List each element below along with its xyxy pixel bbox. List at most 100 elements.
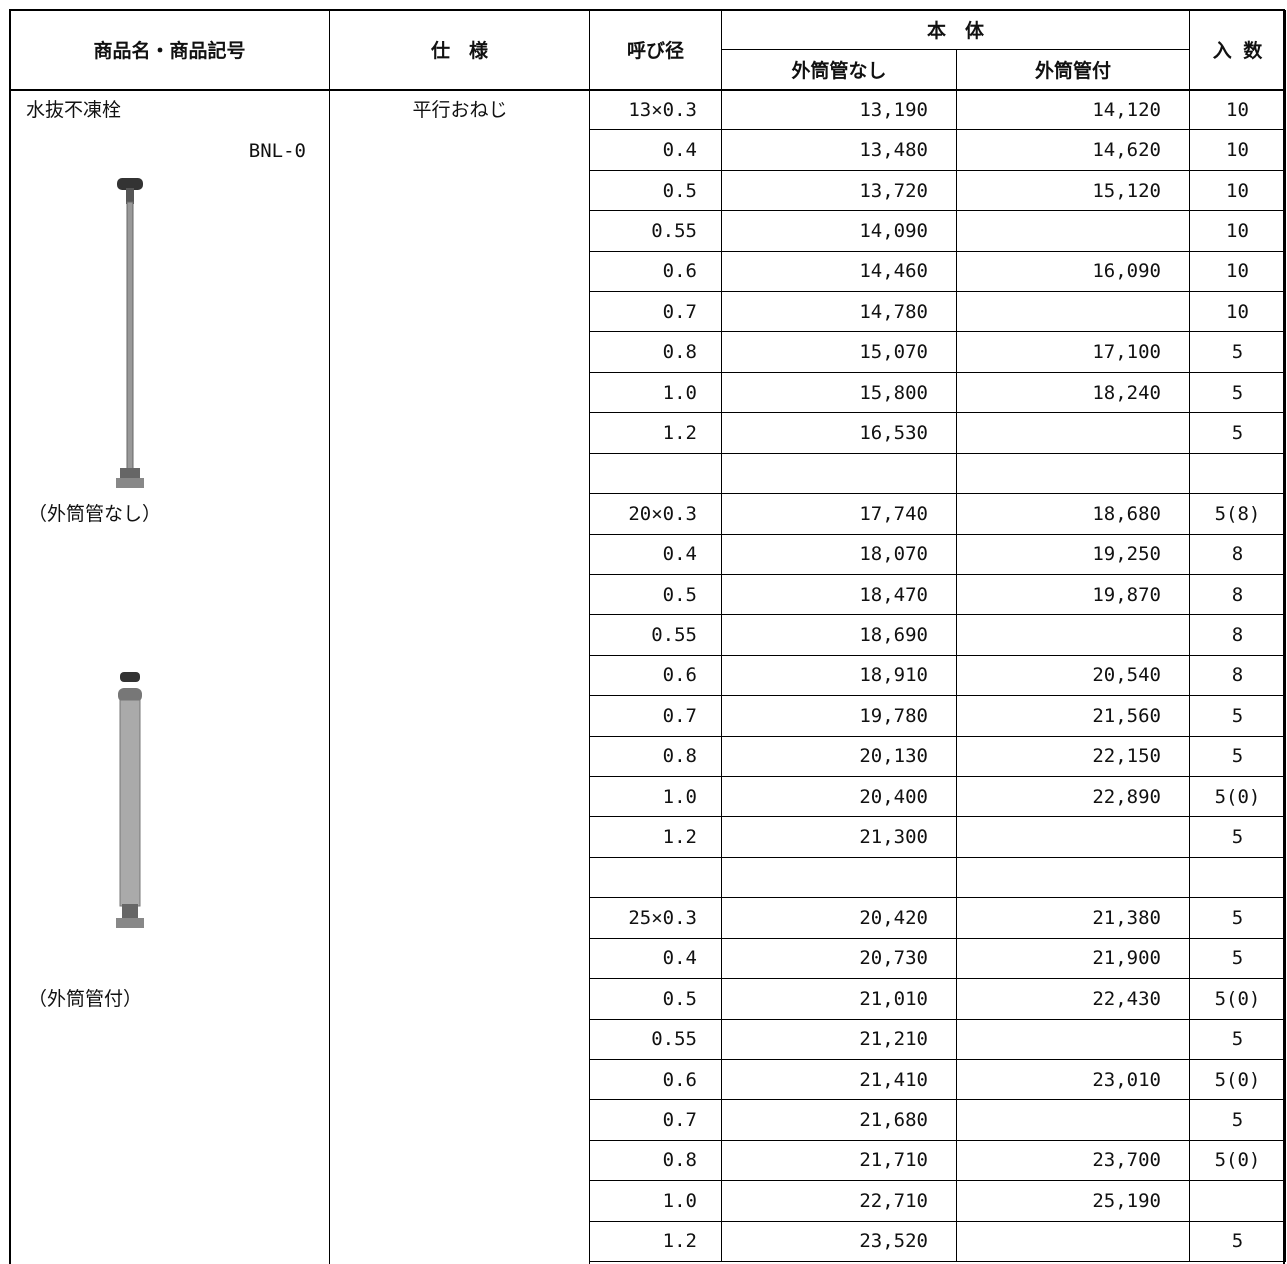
header-rule	[10, 89, 1286, 91]
table-cell	[957, 615, 1190, 656]
table-cell: 0.5	[590, 574, 722, 616]
table-cell	[590, 453, 722, 495]
table-cell: 1.2	[590, 817, 722, 858]
table-cell: 13,480	[722, 130, 957, 171]
table-cell: 5	[1190, 696, 1286, 737]
table-cell: 1.2	[590, 413, 722, 454]
table-cell: 5	[1190, 1019, 1286, 1060]
table-cell: 8	[1190, 615, 1286, 656]
table-cell: 8	[1190, 534, 1286, 575]
table-cell: 16,530	[722, 413, 957, 454]
table-cell: 14,120	[957, 90, 1190, 131]
table-cell: 21,010	[722, 979, 957, 1020]
table-cell: 20×0.3	[590, 494, 722, 535]
table-cell	[722, 857, 957, 899]
table-cell: 5(0)	[1190, 777, 1286, 818]
table-cell: 18,240	[957, 372, 1190, 414]
table-cell: 19,870	[957, 574, 1190, 616]
product-cell	[10, 90, 330, 1264]
table-cell: 5	[1190, 938, 1286, 980]
table-cell: 25,190	[957, 1181, 1190, 1222]
table-cell: 18,470	[722, 574, 957, 616]
header-cell: 仕 様	[330, 10, 590, 90]
table-cell: 20,130	[722, 736, 957, 778]
table-cell: 0.55	[590, 615, 722, 656]
table-cell: 20,540	[957, 655, 1190, 697]
table-cell: 5	[1190, 1221, 1286, 1262]
table-cell: 14,780	[722, 292, 957, 333]
table-cell: 0.6	[590, 251, 722, 293]
table-cell: 25×0.3	[590, 898, 722, 939]
table-cell	[1190, 857, 1286, 899]
header-cell: 外筒管付	[957, 50, 1190, 90]
spec-text: 平行おねじ	[412, 99, 508, 122]
table-cell: 0.55	[590, 211, 722, 252]
table-cell: 8	[1190, 655, 1286, 697]
table-cell: 0.6	[590, 655, 722, 697]
table-cell: 0.55	[590, 1019, 722, 1060]
spec-cell	[330, 90, 590, 1264]
table-cell: 10	[1190, 130, 1286, 171]
table-cell: 21,680	[722, 1100, 957, 1141]
table-cell	[722, 453, 957, 495]
product-text: BNL-0	[248, 139, 306, 162]
table-cell	[957, 1100, 1190, 1141]
table-cell: 5	[1190, 817, 1286, 858]
table-cell: 0.5	[590, 170, 722, 212]
header-cell: 本 体	[722, 10, 1190, 50]
table-frame	[9, 9, 1285, 1264]
table-cell: 5	[1190, 898, 1286, 939]
header-cell: 外筒管なし	[722, 50, 957, 90]
table-cell: 15,800	[722, 372, 957, 414]
table-cell: 0.4	[590, 130, 722, 171]
faucet-image-without-sleeve	[116, 178, 144, 488]
table-cell: 20,420	[722, 898, 957, 939]
table-cell: 10	[1190, 90, 1286, 131]
table-cell: 5(8)	[1190, 494, 1286, 535]
table-cell: 5	[1190, 413, 1286, 454]
table-cell: 21,410	[722, 1059, 957, 1101]
table-cell: 22,710	[722, 1181, 957, 1222]
product-text: 水抜不凍栓	[26, 99, 122, 122]
table-cell: 20,730	[722, 938, 957, 980]
product-text: （外筒管なし）	[28, 503, 162, 526]
table-cell: 5(0)	[1190, 1140, 1286, 1182]
table-cell: 23,010	[957, 1059, 1190, 1101]
table-cell	[1190, 453, 1286, 495]
table-cell: 19,250	[957, 534, 1190, 575]
table-cell: 17,740	[722, 494, 957, 535]
faucet-image-with-sleeve	[116, 672, 144, 928]
table-cell: 17,100	[957, 332, 1190, 373]
table-cell: 0.4	[590, 534, 722, 575]
table-cell: 10	[1190, 211, 1286, 252]
table-cell: 13,720	[722, 170, 957, 212]
table-cell: 5(0)	[1190, 1059, 1286, 1101]
table-cell	[1190, 1181, 1286, 1222]
table-cell: 0.7	[590, 696, 722, 737]
table-cell: 22,890	[957, 777, 1190, 818]
table-cell: 23,520	[722, 1221, 957, 1262]
table-cell: 1.0	[590, 777, 722, 818]
header-cell: 商品名・商品記号	[10, 10, 330, 90]
table-cell: 13,190	[722, 90, 957, 131]
table-cell	[957, 857, 1190, 899]
table-cell: 5	[1190, 1100, 1286, 1141]
table-cell: 13×0.3	[590, 90, 722, 131]
table-cell: 20,400	[722, 777, 957, 818]
table-cell	[957, 1019, 1190, 1060]
table-cell	[590, 857, 722, 899]
header-cell: 呼び径	[590, 10, 722, 90]
table-cell: 21,210	[722, 1019, 957, 1060]
table-cell: 10	[1190, 170, 1286, 212]
table-cell	[957, 413, 1190, 454]
table-cell: 18,070	[722, 534, 957, 575]
table-cell: 14,460	[722, 251, 957, 293]
table-cell: 21,900	[957, 938, 1190, 980]
table-cell: 22,430	[957, 979, 1190, 1020]
table-cell: 15,070	[722, 332, 957, 373]
table-cell: 5	[1190, 736, 1286, 778]
table-cell	[957, 817, 1190, 858]
table-cell	[957, 453, 1190, 495]
table-cell: 5(0)	[1190, 979, 1286, 1020]
